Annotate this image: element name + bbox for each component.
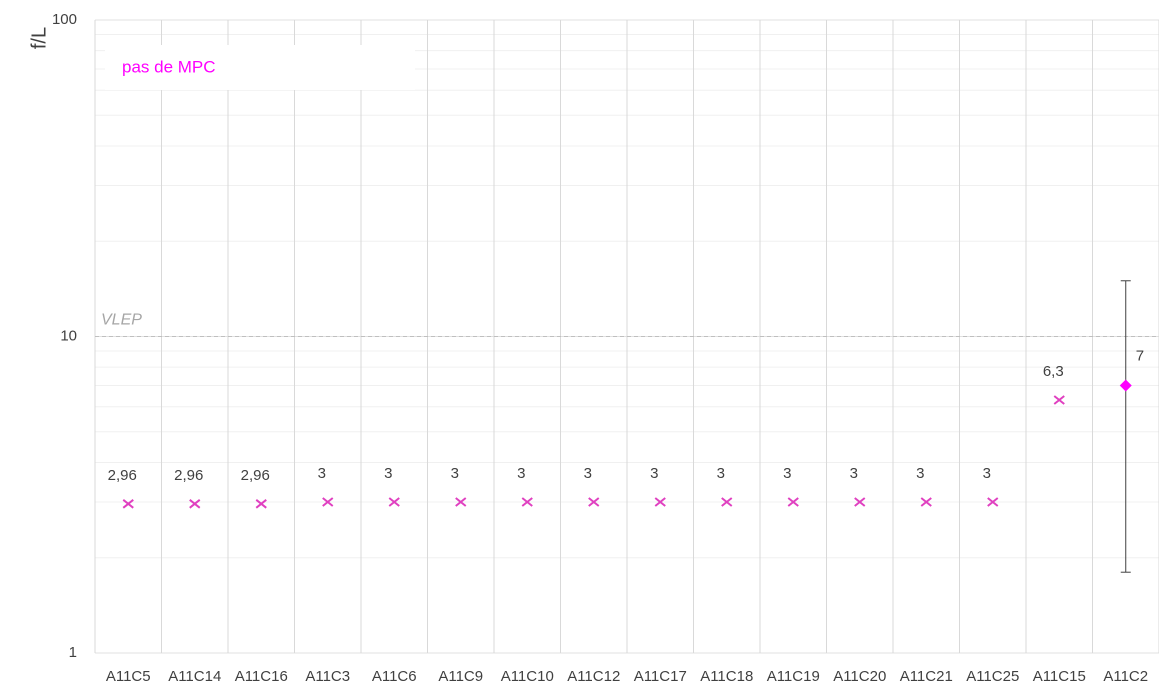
data-label: 3 — [650, 465, 658, 482]
marker — [122, 499, 134, 509]
marker — [987, 497, 999, 507]
data-label: 2,96 — [174, 467, 203, 484]
marker — [787, 497, 799, 507]
x-tick-label: A11C6 — [372, 668, 417, 685]
marker — [189, 499, 201, 509]
data-label: 2,96 — [241, 467, 270, 484]
data-label: 3 — [850, 465, 858, 482]
x-tick-label: A11C15 — [1033, 668, 1086, 685]
data-label: 2,96 — [108, 467, 137, 484]
marker — [654, 497, 666, 507]
x-tick-label: A11C2 — [1103, 668, 1148, 685]
data-label: 3 — [717, 465, 725, 482]
x-tick-label: A11C19 — [767, 668, 820, 685]
marker — [854, 497, 866, 507]
marker — [1119, 379, 1132, 392]
x-tick-label: A11C10 — [501, 668, 554, 685]
annotation-box — [105, 45, 415, 90]
data-label: 3 — [451, 465, 459, 482]
data-label: 3 — [983, 465, 991, 482]
x-tick-label: A11C25 — [966, 668, 1019, 685]
x-tick-label: A11C14 — [168, 668, 221, 685]
data-label: 3 — [517, 465, 525, 482]
data-label: 3 — [916, 465, 924, 482]
marker — [521, 497, 533, 507]
annotation: pas de MPC — [122, 57, 216, 76]
data-label: 3 — [318, 465, 326, 482]
data-label: 7 — [1136, 347, 1144, 364]
marker — [1053, 395, 1065, 405]
y-axis-label: f/L — [28, 27, 50, 49]
y-tick-label: 1 — [69, 644, 77, 661]
marker — [455, 497, 467, 507]
marker — [322, 497, 334, 507]
marker — [588, 497, 600, 507]
x-tick-label: A11C20 — [833, 668, 886, 685]
marker — [388, 497, 400, 507]
x-tick-label: A11C18 — [700, 668, 753, 685]
marker — [920, 497, 932, 507]
y-tick-label: 10 — [60, 327, 77, 344]
data-label: 6,3 — [1043, 363, 1064, 380]
x-tick-label: A11C17 — [634, 668, 687, 685]
x-tick-label: A11C12 — [567, 668, 620, 685]
x-tick-label: A11C16 — [235, 668, 288, 685]
x-tick-label: A11C9 — [438, 668, 483, 685]
marker — [721, 497, 733, 507]
x-tick-label: A11C3 — [305, 668, 350, 685]
x-tick-label: A11C5 — [106, 668, 151, 685]
data-label: 3 — [783, 465, 791, 482]
y-tick-label: 100 — [52, 11, 77, 28]
x-tick-label: A11C21 — [900, 668, 953, 685]
data-label: 3 — [584, 465, 592, 482]
reference-label: VLEP — [101, 312, 142, 329]
data-label: 3 — [384, 465, 392, 482]
marker — [255, 499, 267, 509]
